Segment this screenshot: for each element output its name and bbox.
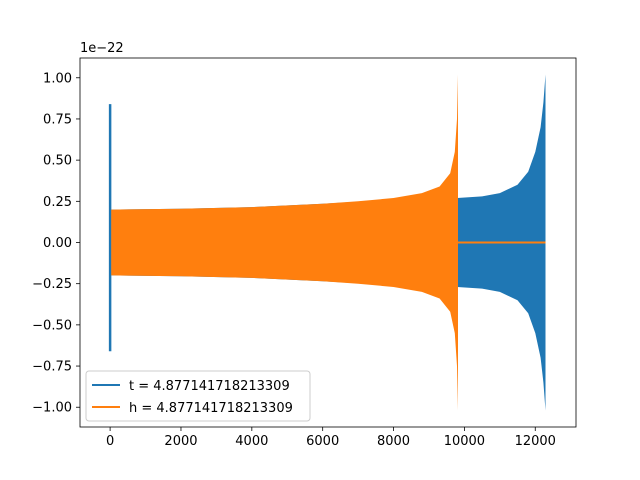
x-tick-label: 4000 [235,434,268,449]
y-tick-label: 0.25 [43,195,72,210]
x-tick-label: 10000 [444,434,485,449]
y-offset-label: 1e−22 [80,41,124,56]
y-tick-label: −1.00 [32,401,72,416]
y-axis: −1.00 −0.75 −0.50 −0.25 0.00 0.25 0.50 0.75 1.00 [32,71,80,416]
legend-label-h: h = 4.877141718213309 [129,401,293,416]
y-tick-label: 0.75 [43,112,72,127]
legend-box [85,370,311,422]
series-layer [108,74,546,411]
x-tick-label: 8000 [377,434,410,449]
series-h-envelope [111,74,458,411]
x-axis: 0 2000 4000 6000 8000 10000 12000 [106,427,556,449]
x-tick-label: 6000 [306,434,339,449]
legend: t = 4.877141718213309 h = 4.877141718213… [85,370,311,422]
x-tick-label: 0 [106,434,114,449]
legend-label-t: t = 4.877141718213309 [129,379,290,394]
x-tick-label: 12000 [515,434,556,449]
y-tick-label: −0.50 [32,318,72,333]
y-tick-label: −0.25 [32,277,72,292]
y-tick-label: 1.00 [43,71,72,86]
x-tick-label: 2000 [164,434,197,449]
y-tick-label: 0.50 [43,154,72,169]
y-tick-label: 0.00 [43,236,72,251]
y-tick-label: −0.75 [32,360,72,375]
